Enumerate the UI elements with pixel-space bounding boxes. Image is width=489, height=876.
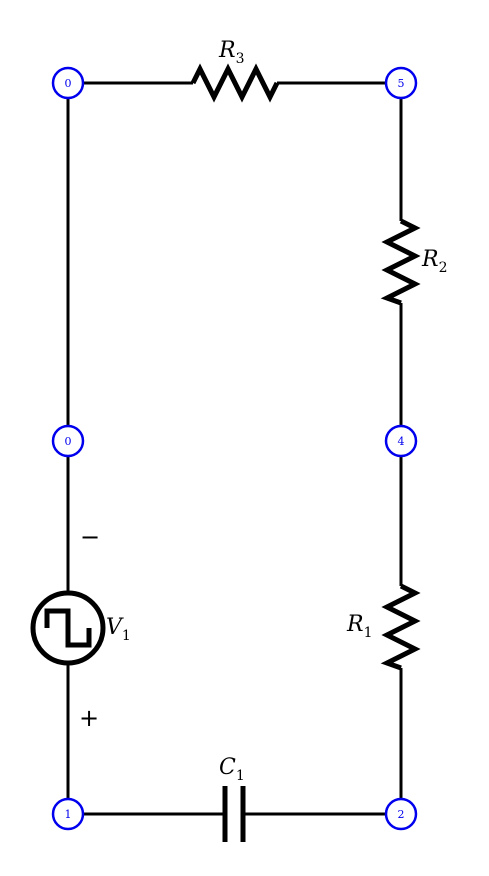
resistor-r1-zigzag bbox=[380, 583, 421, 671]
voltage-source-v1: V1 − + bbox=[30, 523, 131, 732]
node-label: 4 bbox=[398, 435, 405, 448]
nodes: 0 5 0 4 1 2 bbox=[51, 66, 418, 831]
node-label: 5 bbox=[398, 77, 405, 90]
node-label: 0 bbox=[65, 435, 72, 448]
resistor-r1: R1 bbox=[346, 583, 421, 671]
node-4: 4 bbox=[384, 424, 418, 458]
resistor-r3-label: R3 bbox=[218, 38, 245, 67]
resistor-r2-zigzag bbox=[380, 218, 421, 306]
node-5: 5 bbox=[384, 66, 418, 100]
wires bbox=[66, 81, 403, 816]
resistor-r3: R3 bbox=[190, 38, 280, 103]
voltage-source-minus-sign: − bbox=[80, 523, 100, 551]
voltage-source-v1-label: V1 bbox=[106, 615, 131, 644]
resistor-r3-zigzag bbox=[190, 63, 280, 103]
node-label: 0 bbox=[65, 77, 72, 90]
voltage-source-plus-sign: + bbox=[79, 704, 99, 732]
resistor-r2-label: R2 bbox=[421, 247, 448, 276]
resistor-r1-label: R1 bbox=[346, 612, 373, 641]
capacitor-c1: C1 bbox=[219, 755, 246, 842]
square-wave-icon bbox=[44, 608, 92, 648]
node-1: 1 bbox=[51, 797, 85, 831]
node-label: 2 bbox=[398, 808, 405, 821]
node-label: 1 bbox=[65, 808, 72, 821]
capacitor-c1-label: C1 bbox=[219, 755, 245, 784]
resistor-r2: R2 bbox=[380, 218, 448, 306]
node-0-top: 0 bbox=[51, 66, 85, 100]
node-2: 2 bbox=[384, 797, 418, 831]
node-0-mid: 0 bbox=[51, 424, 85, 458]
